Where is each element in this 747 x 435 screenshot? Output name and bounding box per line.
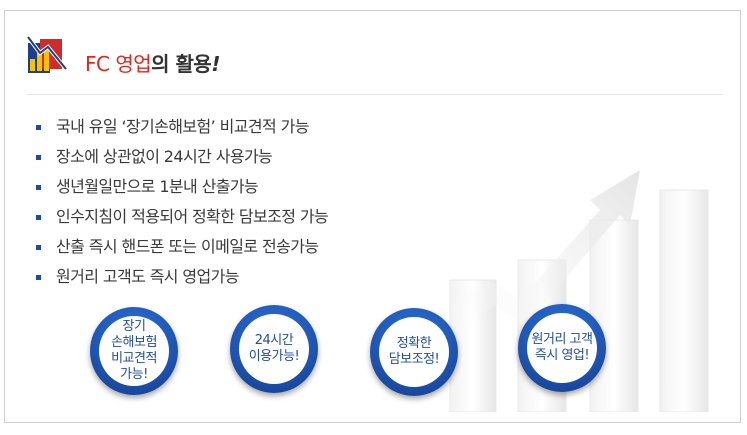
feature-text: 인수지침이 적용되어 정확한 담보조정 가능 (56, 207, 329, 226)
bullet-icon (36, 125, 41, 130)
list-item: 생년월일만으로 1분내 산출가능 (36, 176, 328, 206)
badge-label: 장기 손해보험 비교견적 가능! (111, 319, 157, 382)
bullet-icon (36, 275, 41, 280)
feature-text: 생년월일만으로 1분내 산출가능 (56, 177, 259, 196)
feature-text: 원거리 고객도 즉시 영업가능 (56, 267, 240, 286)
feature-text: 국내 유일 ‘장기손해보험’ 비교견적 가능 (56, 117, 309, 136)
list-item: 산출 즉시 핸드폰 또는 이메일로 전송가능 (36, 236, 328, 266)
badge-face: 24시간 이용가능! (239, 314, 309, 384)
list-item: 원거리 고객도 즉시 영업가능 (36, 266, 328, 296)
badge-face: 장기 손해보험 비교견적 가능! (99, 316, 169, 386)
list-item: 인수지침이 적용되어 정확한 담보조정 가능 (36, 206, 329, 236)
badge-label: 24시간 이용가능! (248, 333, 300, 364)
badge-label: 원거리 고객 즉시 영업! (531, 332, 593, 363)
header-divider (26, 94, 723, 95)
bullet-icon (36, 155, 41, 160)
title-accent: FC 영업 (85, 52, 152, 76)
badge-24-hours: 24시간 이용가능! (230, 305, 318, 393)
feature-text: 장소에 상관없이 24시간 사용가능 (56, 147, 273, 166)
list-item: 국내 유일 ‘장기손해보험’ 비교견적 가능 (36, 116, 328, 146)
bullet-icon (36, 215, 41, 220)
page-title: FC 영업의 활용! (85, 48, 220, 77)
title-rest: 의 활용 (151, 52, 212, 76)
badge-comparison: 장기 손해보험 비교견적 가능! (90, 307, 178, 395)
badge-face: 원거리 고객 즉시 영업! (527, 313, 597, 383)
title-exclaim: ! (211, 52, 220, 76)
feature-text: 산출 즉시 핸드폰 또는 이메일로 전송가능 (56, 237, 319, 256)
list-item: 장소에 상관없이 24시간 사용가능 (36, 146, 328, 176)
bullet-icon (36, 185, 41, 190)
badge-remote-sales: 원거리 고객 즉시 영업! (518, 304, 606, 392)
rising-chart-icon (26, 35, 68, 73)
bullet-icon (36, 245, 41, 250)
badge-face: 정확한 담보조정! (379, 317, 449, 387)
badge-label: 정확한 담보조정! (388, 336, 440, 367)
feature-list: 국내 유일 ‘장기손해보험’ 비교견적 가능 장소에 상관없이 24시간 사용가… (36, 116, 329, 296)
badge-coverage: 정확한 담보조정! (370, 308, 458, 396)
